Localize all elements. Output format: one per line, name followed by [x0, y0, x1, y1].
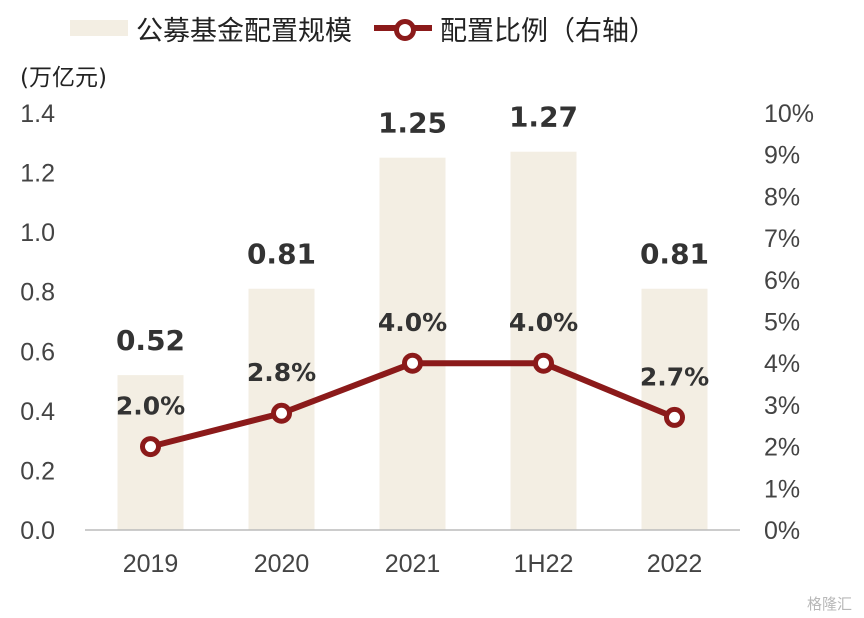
ratio-value-label: 4.0%	[378, 308, 447, 337]
bar-value-label: 1.27	[509, 101, 578, 134]
legend-line-label: 配置比例（右轴）	[440, 15, 656, 47]
ratio-point-2021	[402, 352, 423, 374]
right-axis-tick: 6%	[764, 267, 800, 295]
left-axis-tick: 0.2	[20, 457, 55, 485]
right-axis-tick: 3%	[764, 392, 800, 420]
x-axis-tick: 2020	[254, 550, 310, 578]
ratio-value-label: 2.7%	[640, 362, 709, 391]
legend: 公募基金配置规模 配置比例（右轴）	[70, 6, 656, 50]
left-axis-tick: 1.4	[20, 100, 55, 128]
x-axis-tick: 2021	[385, 550, 441, 578]
ratio-point-2020	[271, 402, 292, 424]
x-axis-tick: 2019	[123, 550, 179, 578]
right-axis-tick: 0%	[764, 517, 800, 545]
x-axis-tick: 1H22	[514, 550, 574, 578]
left-axis-tick: 0.4	[20, 398, 55, 426]
bar-value-label: 0.52	[116, 324, 185, 357]
left-axis-unit: (万亿元)	[20, 65, 107, 91]
right-axis-tick: 10%	[764, 100, 814, 128]
ratio-value-label: 2.8%	[247, 358, 316, 387]
ratio-value-label: 2.0%	[116, 392, 185, 421]
right-axis-tick: 5%	[764, 309, 800, 337]
ratio-point-2022	[664, 406, 685, 428]
watermark: 格隆汇	[806, 595, 852, 613]
right-axis-tick: 1%	[764, 475, 800, 503]
ratio-point-2019	[140, 436, 161, 458]
bar-1H22	[510, 151, 577, 530]
right-axis-tick: 2%	[764, 434, 800, 462]
legend-bar-label: 公募基金配置规模	[136, 15, 352, 47]
left-axis-tick: 0.6	[20, 338, 55, 366]
x-axis-tick: 2022	[647, 550, 703, 578]
legend-line-swatch	[374, 17, 432, 41]
bar-value-label: 0.81	[247, 238, 316, 271]
right-axis-tick: 7%	[764, 225, 800, 253]
left-axis-tick: 1.2	[20, 160, 55, 188]
legend-item-bar: 公募基金配置规模	[70, 9, 352, 48]
ratio-value-label: 4.0%	[509, 308, 578, 337]
left-axis-tick: 0.8	[20, 279, 55, 307]
legend-item-line: 配置比例（右轴）	[374, 9, 656, 48]
right-axis-tick: 9%	[764, 142, 800, 170]
ratio-point-1H22	[533, 352, 554, 374]
left-axis-tick: 0.0	[20, 517, 55, 545]
right-axis-tick: 8%	[764, 183, 800, 211]
bar-value-label: 0.81	[640, 238, 709, 271]
right-axis-tick: 4%	[764, 350, 800, 378]
left-axis-tick: 1.0	[20, 219, 55, 247]
bar-2021	[379, 157, 446, 530]
legend-bar-swatch	[70, 20, 128, 36]
bar-value-label: 1.25	[378, 107, 447, 140]
